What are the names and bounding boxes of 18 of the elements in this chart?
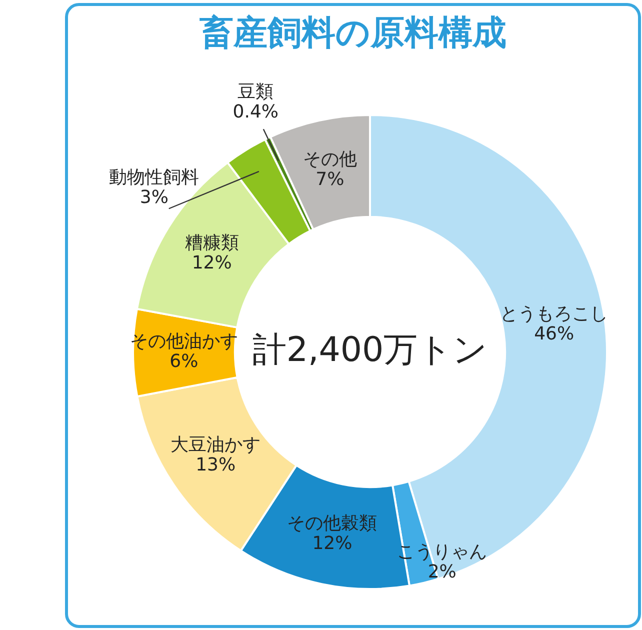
slice-label: その他穀類 [287, 512, 378, 534]
data-label: 46% [534, 324, 574, 345]
slice-label: その他 [302, 148, 357, 170]
slice-label: とうもろこし [500, 304, 608, 325]
slice-label: 動物性飼料 [109, 166, 200, 188]
chart-title: 畜産飼料の原料構成 [198, 12, 508, 55]
data-label: 2% [428, 562, 456, 583]
slice-label: 糟糠類 [184, 232, 239, 254]
data-label: 6% [170, 351, 198, 372]
data-label: 13% [196, 454, 236, 476]
data-label: 12% [192, 252, 232, 274]
slice-label: 大豆油かす [170, 434, 261, 456]
data-label: 7% [316, 168, 344, 190]
data-label: 0.4% [232, 102, 279, 123]
slice-label: 豆類 [238, 82, 274, 103]
data-label: 12% [312, 532, 352, 554]
text: 計2,400万トン [252, 330, 488, 370]
data-label: 3% [140, 186, 168, 208]
